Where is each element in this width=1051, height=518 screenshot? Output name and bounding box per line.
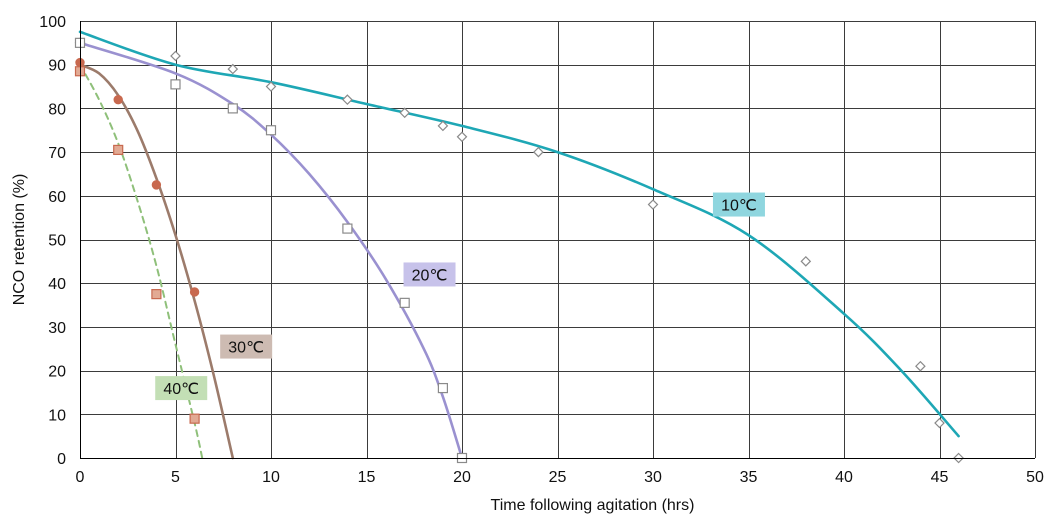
x-tick-label: 45 bbox=[931, 469, 949, 486]
x-tick-label: 0 bbox=[76, 469, 85, 486]
series-label-text: 40℃ bbox=[163, 381, 199, 398]
data-point-10c bbox=[342, 94, 353, 106]
y-tick-label: 0 bbox=[57, 451, 66, 468]
series-label-30c: 30℃ bbox=[220, 334, 273, 359]
data-point-10c bbox=[265, 81, 277, 92]
data-point-10c bbox=[399, 107, 411, 119]
data-point-20c bbox=[399, 297, 410, 308]
y-tick-label: 20 bbox=[48, 364, 66, 381]
x-tick-label: 15 bbox=[358, 469, 376, 486]
series-line-20c bbox=[78, 41, 464, 460]
data-point-10c bbox=[170, 50, 181, 62]
data-point-40c bbox=[189, 413, 200, 424]
y-tick-label: 10 bbox=[48, 407, 66, 424]
series-label-layer: 10℃ 20℃ 30℃ 40℃ bbox=[155, 192, 765, 401]
data-point-40c bbox=[151, 289, 162, 300]
series-label-background bbox=[155, 376, 208, 401]
y-tick-label: 70 bbox=[48, 145, 66, 162]
x-tick-label: 10 bbox=[262, 469, 280, 486]
marker-layer bbox=[74, 37, 964, 464]
y-tick-label: 100 bbox=[39, 14, 66, 31]
data-point-10c bbox=[647, 199, 659, 210]
data-point-10c bbox=[934, 417, 945, 429]
data-point-10c bbox=[437, 120, 449, 132]
series-label-40c: 40℃ bbox=[155, 376, 208, 401]
x-tick-label: 50 bbox=[1026, 469, 1044, 486]
series-label-background bbox=[403, 262, 456, 287]
x-tick-label: 30 bbox=[644, 469, 662, 486]
x-tick-label: 25 bbox=[549, 469, 567, 486]
series-label-text: 30℃ bbox=[228, 340, 264, 357]
data-point-10c bbox=[227, 63, 239, 75]
data-point-20c bbox=[342, 223, 353, 234]
data-point-10c bbox=[456, 131, 468, 143]
x-tick-label: 20 bbox=[453, 469, 471, 486]
y-tick-label: 60 bbox=[48, 189, 66, 206]
x-tick-label: 35 bbox=[740, 469, 758, 486]
series-label-20c: 20℃ bbox=[403, 262, 456, 287]
series-label-10c: 10℃ bbox=[712, 192, 765, 217]
y-tick-label: 50 bbox=[48, 233, 66, 250]
y-axis-title: NCO retention (%) bbox=[11, 174, 28, 306]
x-tick-label: 5 bbox=[171, 469, 180, 486]
y-tick-label: 90 bbox=[48, 58, 66, 75]
series-label-text: 20℃ bbox=[412, 267, 448, 284]
data-point-40c bbox=[113, 144, 124, 156]
data-point-30c bbox=[113, 94, 123, 105]
curve-layer bbox=[78, 30, 960, 460]
axis-layer: 0 5 10 15 20 25 30 35 40 45 50 0 10 20 30 40 50 60 70 80 90 1… bbox=[11, 14, 1044, 514]
grid-layer bbox=[80, 21, 1036, 459]
y-tick-label: 80 bbox=[48, 101, 66, 118]
data-point-30c bbox=[189, 287, 200, 297]
data-point-10c bbox=[800, 256, 812, 267]
series-label-background bbox=[220, 334, 273, 359]
data-point-10c bbox=[533, 146, 544, 158]
y-tick-label: 30 bbox=[48, 320, 66, 337]
data-point-10c bbox=[915, 360, 926, 372]
series-line-10c bbox=[78, 30, 960, 438]
x-tick-label: 40 bbox=[835, 469, 853, 486]
data-point-30c bbox=[151, 180, 162, 190]
series-label-background bbox=[712, 192, 765, 217]
series-label-text: 10℃ bbox=[721, 198, 757, 215]
data-point-20c bbox=[265, 125, 277, 136]
x-axis-title: Time following agitation (hrs) bbox=[491, 497, 695, 514]
data-point-20c bbox=[170, 79, 181, 90]
data-point-20c bbox=[437, 382, 448, 394]
y-tick-label: 40 bbox=[48, 276, 66, 293]
data-point-20c bbox=[227, 103, 238, 114]
